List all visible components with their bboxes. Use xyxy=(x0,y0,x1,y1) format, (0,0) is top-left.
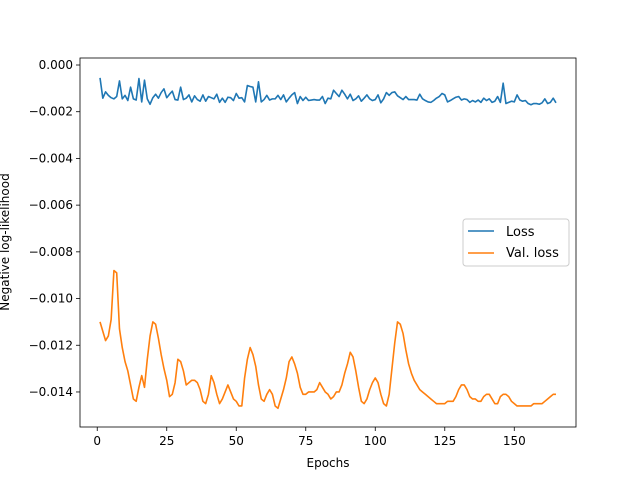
x-tick-label: 125 xyxy=(433,434,456,448)
y-tick-label: −0.008 xyxy=(29,245,73,259)
y-tick-label: 0.000 xyxy=(39,58,73,72)
series-line-val-loss xyxy=(99,269,556,410)
x-tick-label: 0 xyxy=(93,434,101,448)
y-tick-label: −0.004 xyxy=(29,151,73,165)
y-tick-label: −0.014 xyxy=(29,385,73,399)
x-tick-label: 25 xyxy=(159,434,174,448)
y-tick-label: −0.012 xyxy=(29,338,73,352)
x-axis-ticks: 0 25 50 75 100 125 150 xyxy=(93,427,526,448)
legend: Loss Val. loss xyxy=(462,218,570,267)
x-tick-label: 50 xyxy=(229,434,244,448)
plot-frame xyxy=(79,57,577,428)
plot-lines xyxy=(99,77,557,410)
x-tick-label: 150 xyxy=(503,434,526,448)
y-axis-label: Negative log-likelihood xyxy=(0,173,12,310)
x-axis-label: Epochs xyxy=(307,456,350,470)
y-tick-label: −0.010 xyxy=(29,292,73,306)
y-tick-label: −0.006 xyxy=(29,198,73,212)
series-line-loss xyxy=(99,77,557,106)
y-tick-label: −0.002 xyxy=(29,105,73,119)
legend-label-val-loss: Val. loss xyxy=(506,246,559,261)
legend-label-loss: Loss xyxy=(506,225,535,240)
x-tick-label: 75 xyxy=(298,434,313,448)
y-axis-ticks: 0.000 −0.002 −0.004 −0.006 −0.008 −0.010 −0.01… xyxy=(29,58,80,399)
x-tick-label: 100 xyxy=(364,434,387,448)
